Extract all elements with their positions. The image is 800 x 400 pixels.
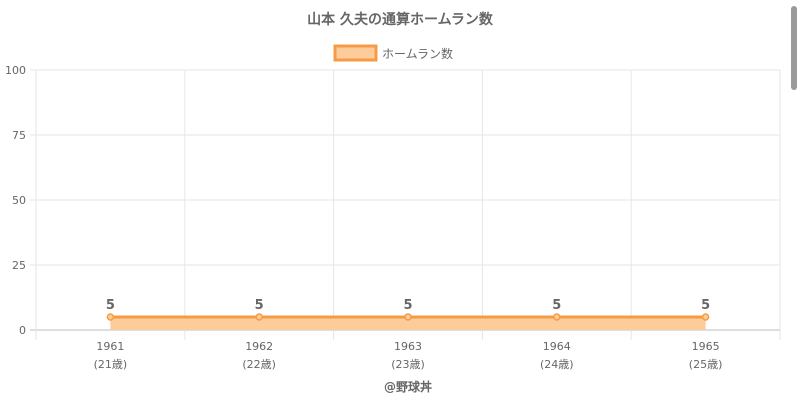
scrollbar-thumb[interactable] xyxy=(791,6,797,90)
legend-swatch xyxy=(333,44,378,62)
scrollbar[interactable] xyxy=(788,0,800,400)
x-tick-label: 1961 xyxy=(96,340,124,353)
chart-title: 山本 久夫の通算ホームラン数 xyxy=(307,11,494,28)
y-axis: 0 25 50 75 100 xyxy=(5,64,26,337)
x-tick-label: 1962 xyxy=(245,340,273,353)
credit: @野球丼 xyxy=(384,379,432,394)
data-label: 5 xyxy=(552,298,561,313)
legend[interactable]: ホームラン数 xyxy=(333,44,453,62)
data-point xyxy=(255,313,263,321)
data-labels: 5 5 5 5 5 xyxy=(106,298,710,313)
y-tick-label: 100 xyxy=(5,64,26,77)
y-tick-label: 0 xyxy=(19,324,26,337)
data-point xyxy=(404,313,412,321)
y-tick-label: 25 xyxy=(12,259,26,272)
data-label: 5 xyxy=(701,298,710,313)
data-label: 5 xyxy=(255,298,264,313)
data-points xyxy=(106,313,710,321)
grid xyxy=(30,69,781,340)
x-tick-sublabel: (21歳) xyxy=(94,358,128,371)
x-tick-label: 1965 xyxy=(692,340,720,353)
data-point xyxy=(553,313,561,321)
y-tick-label: 75 xyxy=(12,129,26,142)
x-tick-sublabel: (22歳) xyxy=(242,358,276,371)
legend-label: ホームラン数 xyxy=(382,46,453,61)
x-axis: 1961 (21歳) 1962 (22歳) 1963 (23歳) 1964 (24歳) 1965… xyxy=(94,340,723,371)
x-tick-label: 1964 xyxy=(543,340,571,353)
data-label: 5 xyxy=(106,298,115,313)
x-tick-label: 1963 xyxy=(394,340,422,353)
x-tick-sublabel: (24歳) xyxy=(540,358,574,371)
data-point xyxy=(106,313,115,321)
x-tick-sublabel: (25歳) xyxy=(689,358,723,371)
data-label: 5 xyxy=(403,298,412,313)
y-tick-label: 50 xyxy=(12,194,26,207)
x-tick-sublabel: (23歳) xyxy=(391,358,425,371)
data-point xyxy=(701,313,710,321)
